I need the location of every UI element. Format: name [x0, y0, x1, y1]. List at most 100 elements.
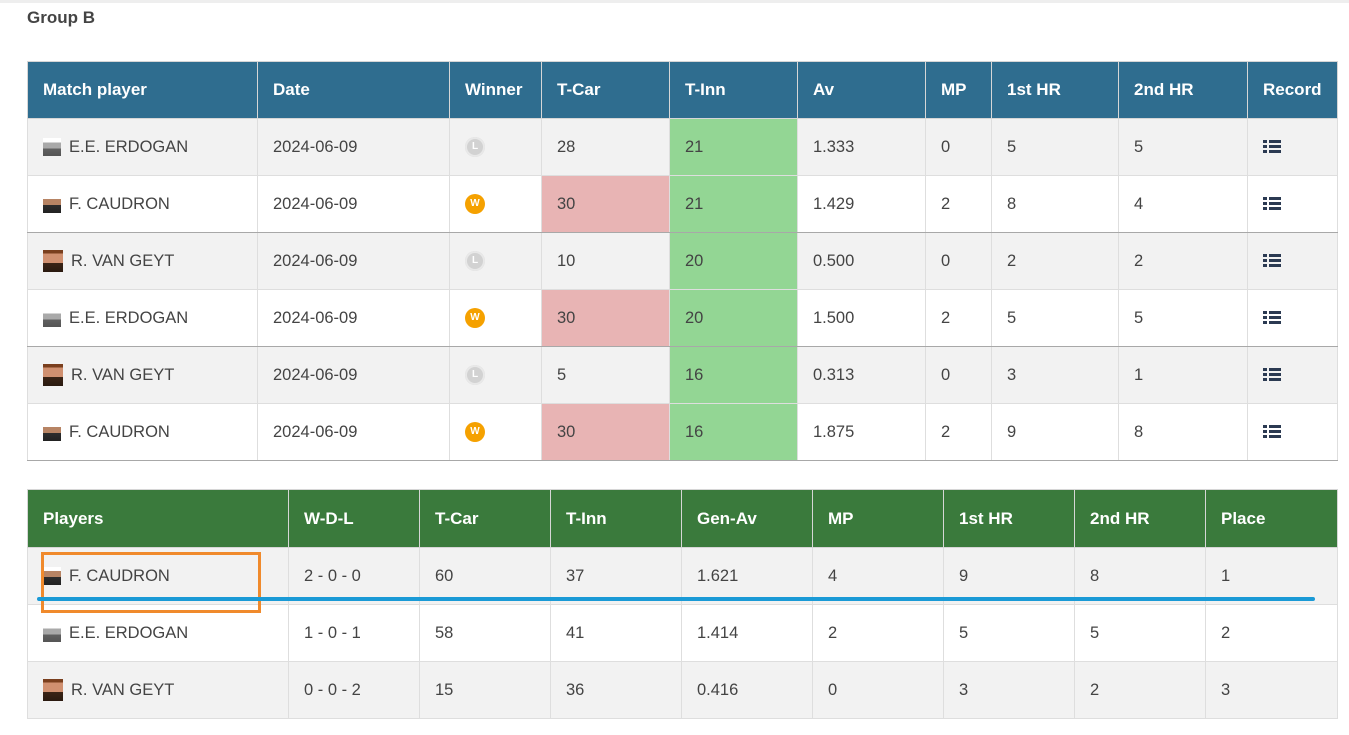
mp-cell: 0 — [925, 346, 992, 404]
match-row: E.E. ERDOGAN 2024-06-09 L 28 21 1.333 0 … — [27, 118, 1338, 176]
annotation-highlight-box — [41, 552, 261, 613]
list-icon[interactable] — [1263, 425, 1281, 439]
match-player-cell: R. VAN GEYT — [27, 346, 258, 404]
match-row: R. VAN GEYT 2024-06-09 L 10 20 0.500 0 2… — [27, 232, 1338, 290]
player-name-link[interactable]: F. CAUDRON — [69, 194, 170, 213]
av-cell: 0.313 — [797, 346, 926, 404]
match-row: F. CAUDRON 2024-06-09 W 30 16 1.875 2 9 … — [27, 403, 1338, 461]
mp-cell: 0 — [925, 118, 992, 176]
place-cell: 2 — [1205, 604, 1338, 662]
player-photo-icon — [43, 138, 61, 156]
place-cell: 3 — [1205, 661, 1338, 719]
header-2nd-hr[interactable]: 2nd HR — [1074, 489, 1206, 548]
header-wdl[interactable]: W-D-L — [288, 489, 420, 548]
header-place[interactable]: Place — [1205, 489, 1338, 548]
match-date: 2024-06-09 — [257, 289, 450, 347]
header-mp[interactable]: MP — [925, 61, 992, 119]
hr1-cell: 8 — [991, 175, 1119, 233]
header-t-inn[interactable]: T-Inn — [550, 489, 682, 548]
list-icon[interactable] — [1263, 311, 1281, 325]
player-name-link[interactable]: E.E. ERDOGAN — [69, 308, 189, 327]
hr1-cell: 5 — [991, 289, 1119, 347]
player-name-link[interactable]: F. CAUDRON — [69, 422, 170, 441]
hr1-cell: 5 — [943, 604, 1075, 662]
mp-cell: 0 — [812, 661, 944, 719]
winner-badge-icon: W — [465, 194, 485, 214]
hr2-cell: 8 — [1118, 403, 1248, 461]
player-name-link[interactable]: E.E. ERDOGAN — [69, 137, 189, 156]
match-row: E.E. ERDOGAN 2024-06-09 W 30 20 1.500 2 … — [27, 289, 1338, 347]
list-icon[interactable] — [1263, 254, 1281, 268]
header-av[interactable]: Av — [797, 61, 926, 119]
header-record[interactable]: Record — [1247, 61, 1338, 119]
player-photo-icon — [43, 309, 61, 327]
player-name-link[interactable]: E.E. ERDOGAN — [69, 623, 189, 642]
match-player-cell: E.E. ERDOGAN — [27, 118, 258, 176]
standings-row: R. VAN GEYT 0 - 0 - 2 15 36 0.416 0 3 2 … — [27, 661, 1338, 719]
player-photo-icon — [43, 679, 63, 701]
hr1-cell: 9 — [943, 547, 1075, 605]
header-t-car[interactable]: T-Car — [419, 489, 551, 548]
player-name-link[interactable]: R. VAN GEYT — [71, 251, 175, 270]
header-gen-av[interactable]: Gen-Av — [681, 489, 813, 548]
gen-av-cell: 0.416 — [681, 661, 813, 719]
winner-cell: L — [449, 346, 542, 404]
player-name-link[interactable]: R. VAN GEYT — [71, 365, 175, 384]
header-players[interactable]: Players — [27, 489, 289, 548]
mp-cell: 0 — [925, 232, 992, 290]
hr2-cell: 5 — [1118, 118, 1248, 176]
match-row: R. VAN GEYT 2024-06-09 L 5 16 0.313 0 3 … — [27, 346, 1338, 404]
standings-player-cell: E.E. ERDOGAN — [27, 604, 289, 662]
header-match-player[interactable]: Match player — [27, 61, 258, 119]
t-inn-cell: 21 — [669, 118, 798, 176]
standings-row: F. CAUDRON 2 - 0 - 0 60 37 1.621 4 9 8 1 — [27, 547, 1338, 605]
t-car-cell: 58 — [419, 604, 551, 662]
hr2-cell: 4 — [1118, 175, 1248, 233]
header-1st-hr[interactable]: 1st HR — [943, 489, 1075, 548]
hr2-cell: 8 — [1074, 547, 1206, 605]
mp-cell: 2 — [925, 403, 992, 461]
winner-badge-icon: W — [465, 308, 485, 328]
standings-player-cell: F. CAUDRON — [27, 547, 289, 605]
player-name-link[interactable]: R. VAN GEYT — [71, 680, 175, 699]
place-cell: 1 — [1205, 547, 1338, 605]
record-cell — [1247, 232, 1338, 290]
mp-cell: 4 — [812, 547, 944, 605]
wdl-cell: 0 - 0 - 2 — [288, 661, 420, 719]
match-player-cell: F. CAUDRON — [27, 403, 258, 461]
t-car-cell: 28 — [541, 118, 670, 176]
standings-row: E.E. ERDOGAN 1 - 0 - 1 58 41 1.414 2 5 5… — [27, 604, 1338, 662]
t-car-cell: 30 — [541, 403, 670, 461]
av-cell: 0.500 — [797, 232, 926, 290]
t-inn-cell: 36 — [550, 661, 682, 719]
t-inn-cell: 21 — [669, 175, 798, 233]
av-cell: 1.875 — [797, 403, 926, 461]
t-car-cell: 30 — [541, 175, 670, 233]
list-icon[interactable] — [1263, 368, 1281, 382]
t-inn-cell: 20 — [669, 289, 798, 347]
header-1st-hr[interactable]: 1st HR — [991, 61, 1119, 119]
header-2nd-hr[interactable]: 2nd HR — [1118, 61, 1248, 119]
header-winner[interactable]: Winner — [449, 61, 542, 119]
match-date: 2024-06-09 — [257, 232, 450, 290]
hr2-cell: 5 — [1118, 289, 1248, 347]
match-date: 2024-06-09 — [257, 346, 450, 404]
list-icon[interactable] — [1263, 140, 1281, 154]
player-name-link[interactable]: F. CAUDRON — [69, 566, 170, 585]
av-cell: 1.333 — [797, 118, 926, 176]
record-cell — [1247, 403, 1338, 461]
header-t-inn[interactable]: T-Inn — [669, 61, 798, 119]
header-date[interactable]: Date — [257, 61, 450, 119]
hr1-cell: 9 — [991, 403, 1119, 461]
winner-cell: L — [449, 232, 542, 290]
list-icon[interactable] — [1263, 197, 1281, 211]
player-photo-icon — [43, 364, 63, 386]
matches-table: Match player Date Winner T-Car T-Inn Av … — [27, 61, 1338, 461]
match-player-cell: F. CAUDRON — [27, 175, 258, 233]
t-inn-cell: 16 — [669, 346, 798, 404]
player-photo-icon — [43, 567, 61, 585]
top-divider — [0, 0, 1349, 3]
t-car-cell: 60 — [419, 547, 551, 605]
header-t-car[interactable]: T-Car — [541, 61, 670, 119]
header-mp[interactable]: MP — [812, 489, 944, 548]
